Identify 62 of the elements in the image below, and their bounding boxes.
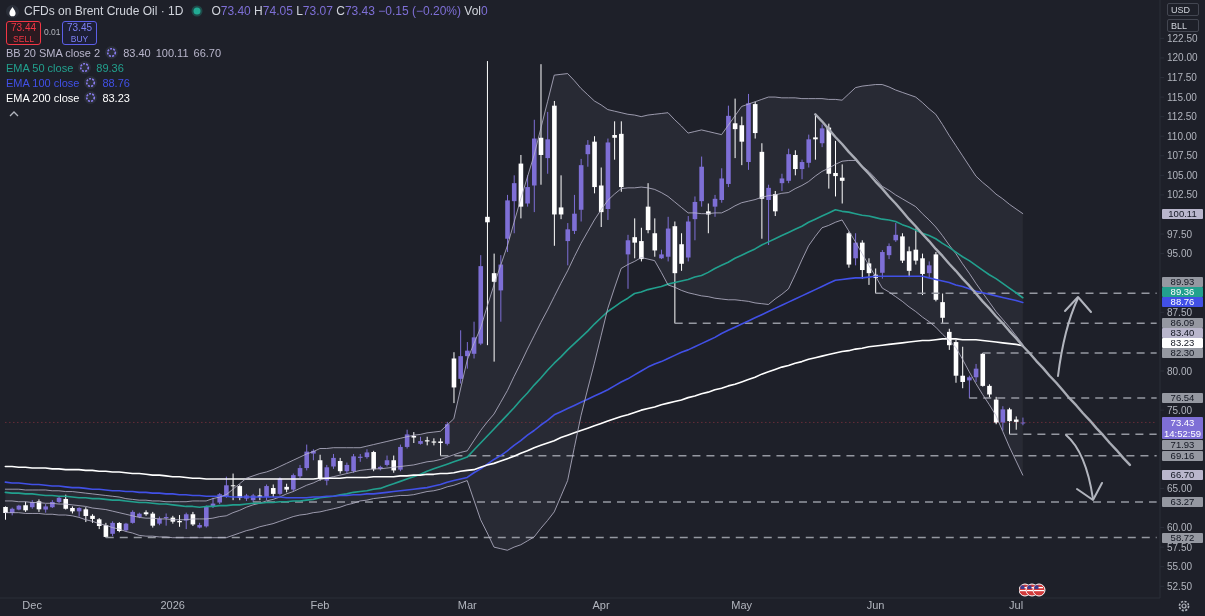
x-tick-label: 2026 (160, 598, 185, 611)
y-tick-label: 52.50 (1167, 580, 1193, 592)
y-tick-label: 75.00 (1167, 404, 1193, 416)
y-tick-label: 107.50 (1167, 150, 1199, 162)
text: 66.70 (1170, 469, 1195, 481)
y-tick-label: 95.00 (1167, 248, 1193, 260)
annotation: 73.44 (10, 22, 37, 33)
x-tick-label: Dec (22, 598, 43, 611)
text: USD (1167, 3, 1199, 16)
annotation: 83.23 (102, 91, 130, 104)
y-tick-label: 112.50 (1167, 111, 1198, 123)
text: 89.36 (1170, 286, 1195, 298)
x-tick-label: May (731, 598, 753, 611)
y-tick-label: 57.50 (1167, 541, 1193, 553)
y-tick-label: 120.00 (1167, 52, 1199, 64)
y-tick-label: 102.50 (1167, 189, 1199, 201)
annotation: 0.01 (44, 27, 61, 37)
annotation: 73.45 (66, 22, 93, 33)
y-tick-label: 110.00 (1167, 130, 1198, 142)
text: BB 20 SMA close 2 (6, 46, 101, 59)
text: O73.40 H74.05 L73.07 C73.43 −0.15 (−0.20%) Vol0 (211, 4, 488, 18)
ref-line-label: 63.27 (1162, 495, 1203, 507)
y-tick-label: 97.50 (1167, 228, 1193, 240)
chart-title: CFDs on Brent Crude Oil · 1D (24, 4, 184, 18)
text: 88.76 (1170, 296, 1195, 308)
y-tick-label: 60.00 (1167, 522, 1193, 534)
text: 83.23 (1170, 337, 1195, 348)
annotation: 88.76 (102, 76, 130, 89)
x-tick-label: Feb (310, 598, 330, 611)
x-tick-label: Mar (457, 598, 478, 611)
y-tick-label: 65.00 (1167, 482, 1193, 494)
y-tick-label: 55.00 (1167, 561, 1193, 573)
annotation: 89.36 (96, 61, 124, 74)
annotation: 83.40 (123, 46, 151, 59)
annotation: 100.11 (155, 46, 189, 59)
annotation: SELL (12, 34, 35, 44)
y-tick-label: 115.00 (1167, 91, 1198, 103)
text: EMA 100 close (6, 76, 80, 89)
text: 14:52:59 (1163, 428, 1202, 440)
ref-line-label: 76.54 (1162, 392, 1203, 404)
text: EMA 200 close (6, 91, 80, 104)
x-tick-label: Apr (592, 598, 610, 611)
text: 100.11 (1168, 207, 1197, 219)
text: 73.43 (1169, 417, 1196, 429)
text: EMA 50 close (6, 61, 74, 74)
text: 83.40 (1170, 327, 1195, 338)
ref-line-label: 86.09 (1162, 317, 1203, 328)
y-tick-label: 117.50 (1167, 72, 1198, 84)
ref-line-label: 69.16 (1162, 449, 1203, 461)
x-tick-label: Jun (866, 598, 885, 611)
y-tick-label: 87.50 (1167, 306, 1193, 318)
ref-line-label: 71.93 (1162, 439, 1203, 451)
annotation: 66.70 (193, 46, 222, 59)
y-tick-label: 105.00 (1167, 169, 1199, 181)
ref-line-label: 89.93 (1162, 276, 1203, 288)
ref-line-label: 58.72 (1162, 531, 1203, 543)
ref-line-label: 82.30 (1162, 347, 1203, 358)
y-tick-label: 122.50 (1167, 32, 1199, 44)
x-tick-label: Jul (1009, 598, 1024, 611)
text: BLL (1167, 19, 1199, 32)
annotation: BUY (69, 34, 90, 44)
y-tick-label: 80.00 (1167, 365, 1193, 377)
